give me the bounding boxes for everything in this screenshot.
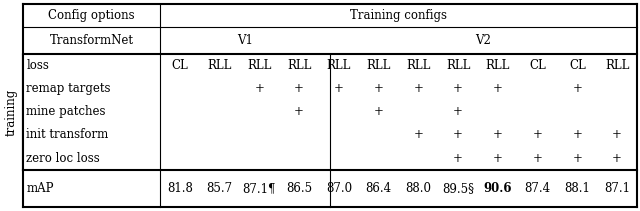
Text: 88.0: 88.0 [405, 182, 431, 195]
Text: loss: loss [26, 59, 49, 72]
Text: RLL: RLL [367, 59, 391, 72]
Text: +: + [572, 151, 582, 165]
Text: V1: V1 [237, 34, 253, 47]
Text: +: + [255, 82, 264, 95]
Text: +: + [374, 82, 383, 95]
Text: 87.0: 87.0 [326, 182, 352, 195]
Text: V2: V2 [476, 34, 492, 47]
Text: RLL: RLL [247, 59, 271, 72]
Text: 81.8: 81.8 [167, 182, 193, 195]
Text: 88.1: 88.1 [564, 182, 590, 195]
Text: +: + [413, 82, 423, 95]
Text: 89.5§: 89.5§ [442, 182, 474, 195]
Text: RLL: RLL [207, 59, 232, 72]
Text: +: + [532, 128, 543, 141]
Text: RLL: RLL [287, 59, 311, 72]
Text: +: + [453, 128, 463, 141]
Text: +: + [413, 128, 423, 141]
Text: training: training [4, 88, 17, 136]
Text: 87.1¶: 87.1¶ [243, 182, 276, 195]
Text: +: + [294, 82, 304, 95]
Text: RLL: RLL [446, 59, 470, 72]
Text: +: + [294, 105, 304, 118]
Text: mAP: mAP [26, 182, 54, 195]
Text: +: + [453, 105, 463, 118]
Text: +: + [453, 151, 463, 165]
Text: 90.6: 90.6 [484, 182, 512, 195]
Text: +: + [493, 128, 503, 141]
Text: Config options: Config options [48, 9, 135, 22]
Text: RLL: RLL [326, 59, 351, 72]
Text: CL: CL [569, 59, 586, 72]
Text: 87.4: 87.4 [525, 182, 550, 195]
Text: +: + [493, 151, 503, 165]
Text: RLL: RLL [605, 59, 629, 72]
Text: 86.4: 86.4 [365, 182, 392, 195]
Text: +: + [374, 105, 383, 118]
Text: +: + [572, 128, 582, 141]
Text: +: + [453, 82, 463, 95]
Text: +: + [612, 151, 622, 165]
Text: Training configs: Training configs [350, 9, 447, 22]
Text: +: + [572, 82, 582, 95]
Text: RLL: RLL [406, 59, 431, 72]
Text: init transform: init transform [26, 128, 108, 141]
Text: +: + [612, 128, 622, 141]
Text: +: + [493, 82, 503, 95]
Text: TransformNet: TransformNet [49, 34, 134, 47]
Text: CL: CL [172, 59, 188, 72]
Text: 85.7: 85.7 [207, 182, 233, 195]
Text: +: + [334, 82, 344, 95]
Text: +: + [532, 151, 543, 165]
Text: remap targets: remap targets [26, 82, 111, 95]
Text: RLL: RLL [486, 59, 510, 72]
Text: mine patches: mine patches [26, 105, 106, 118]
Text: CL: CL [529, 59, 546, 72]
Text: zero loc loss: zero loc loss [26, 151, 100, 165]
Text: 86.5: 86.5 [286, 182, 312, 195]
Text: 87.1: 87.1 [604, 182, 630, 195]
